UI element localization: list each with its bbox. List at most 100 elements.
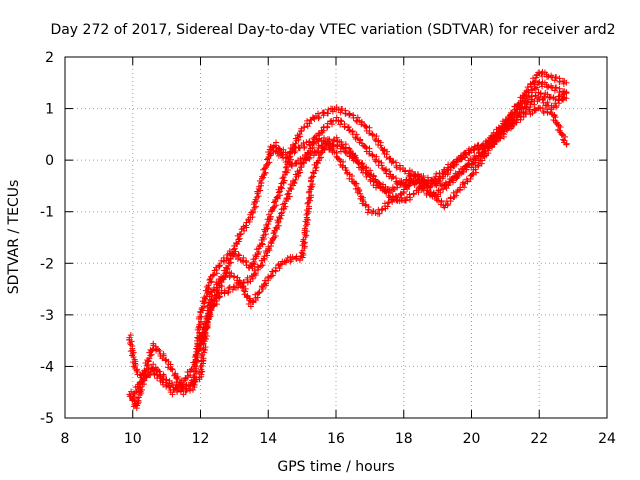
data-point (236, 252, 243, 259)
data-point (539, 105, 546, 112)
data-point (210, 300, 217, 307)
data-point (305, 199, 312, 206)
data-point (424, 186, 431, 193)
data-point (527, 103, 534, 110)
data-point (439, 175, 446, 182)
data-point (394, 196, 401, 203)
data-point (259, 262, 266, 269)
data-point (229, 286, 236, 293)
data-point (275, 218, 282, 225)
data-point (301, 225, 308, 232)
data-point (255, 193, 262, 200)
data-point (545, 73, 552, 80)
data-point (150, 340, 157, 347)
data-point (203, 292, 210, 299)
data-point (298, 127, 305, 134)
y-tick-label: -4 (40, 359, 54, 375)
data-point (378, 162, 385, 169)
data-point (130, 393, 137, 400)
data-point (420, 173, 427, 180)
data-point (235, 251, 242, 258)
data-point (407, 179, 414, 186)
data-point (134, 383, 141, 390)
data-point (301, 124, 308, 131)
data-point (380, 147, 387, 154)
data-point (444, 170, 451, 177)
data-point (258, 179, 265, 186)
data-point (156, 347, 163, 354)
data-point (357, 190, 364, 197)
data-point (354, 114, 361, 121)
data-point (348, 176, 355, 183)
data-point (315, 110, 322, 117)
data-point (282, 203, 289, 210)
data-point (198, 306, 205, 313)
y-tick-label: -5 (40, 411, 54, 427)
data-point (463, 166, 470, 173)
data-point (254, 263, 261, 270)
data-point (218, 279, 225, 286)
data-point (166, 383, 173, 390)
data-point (545, 83, 552, 90)
data-point (501, 121, 508, 128)
data-point (534, 84, 541, 91)
data-point (392, 193, 399, 200)
data-point (277, 261, 284, 268)
data-point (511, 113, 518, 120)
data-point (394, 184, 401, 191)
data-point (289, 163, 296, 170)
data-point (453, 173, 460, 180)
data-point (276, 265, 283, 272)
data-point (252, 203, 259, 210)
data-point (360, 165, 367, 172)
data-point (250, 206, 257, 213)
data-point (285, 166, 292, 173)
data-point (159, 355, 166, 362)
data-point (129, 351, 136, 358)
data-point (397, 166, 404, 173)
data-point (445, 182, 452, 189)
data-point (459, 165, 466, 172)
data-point (329, 121, 336, 128)
data-point (135, 386, 142, 393)
data-point (228, 270, 235, 277)
data-point (200, 355, 207, 362)
data-point (321, 109, 328, 116)
data-point (128, 395, 135, 402)
data-point (447, 164, 454, 171)
data-point (433, 170, 440, 177)
data-point (551, 87, 558, 94)
x-tick-label: 22 (530, 431, 548, 447)
data-point (562, 133, 569, 140)
data-point (227, 255, 234, 262)
data-point (276, 145, 283, 152)
data-point (243, 294, 250, 301)
data-point (364, 209, 371, 216)
data-point (350, 112, 357, 119)
data-point (246, 218, 253, 225)
data-point (249, 265, 256, 272)
data-point (488, 139, 495, 146)
data-point (306, 203, 313, 210)
data-point (267, 213, 274, 220)
data-point (310, 139, 317, 146)
data-point (319, 143, 326, 150)
data-point (269, 268, 276, 275)
data-point (217, 262, 224, 269)
data-point (472, 166, 479, 173)
data-point (190, 386, 197, 393)
data-point (242, 222, 249, 229)
data-point (295, 144, 302, 151)
data-point (392, 175, 399, 182)
data-point (525, 87, 532, 94)
data-point (127, 332, 134, 339)
data-point (531, 106, 538, 113)
data-point (178, 386, 185, 393)
data-point (482, 145, 489, 152)
data-point (288, 256, 295, 263)
data-point (273, 202, 280, 209)
data-point (265, 220, 272, 227)
data-point (299, 247, 306, 254)
x-tick-label: 18 (395, 431, 413, 447)
series-track-4 (197, 89, 570, 351)
